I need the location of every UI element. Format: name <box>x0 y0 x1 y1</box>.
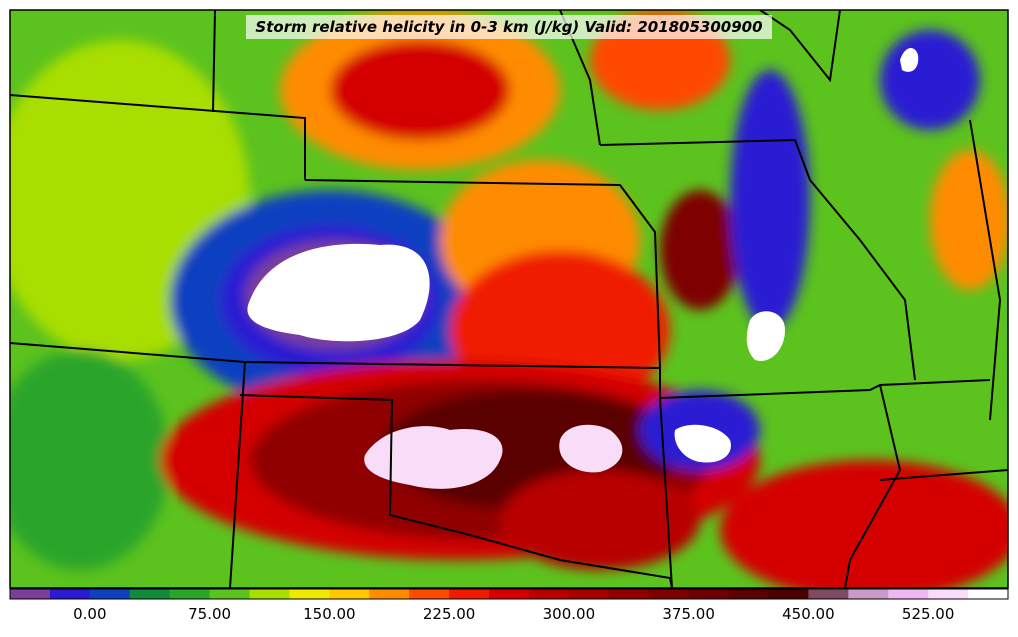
colorbar-segment <box>968 589 1009 599</box>
colorbar-tick-label: 225.00 <box>423 605 476 623</box>
map-title: Storm relative helicity in 0-3 km (J/kg)… <box>255 18 762 36</box>
colorbar-frame <box>9 588 1009 600</box>
helicity-field <box>10 10 1008 588</box>
colorbar-segment <box>49 589 91 599</box>
colorbar-segment <box>688 589 730 599</box>
colorbar-tick-label: 300.00 <box>543 605 596 623</box>
colorbar-segment <box>449 589 490 599</box>
colorbar-segment <box>648 589 690 599</box>
colorbar-segment <box>209 589 251 599</box>
colorbar-segment <box>10 589 51 599</box>
colorbar-tick-label: 0.00 <box>73 605 106 623</box>
colorbar-segment <box>768 589 809 599</box>
colorbar-segment <box>249 589 290 599</box>
colorbar-segment <box>289 589 330 599</box>
colorbar-tick-label: 525.00 <box>902 605 955 623</box>
colorbar-segment <box>928 589 969 599</box>
colorbar-tick-label: 75.00 <box>188 605 231 623</box>
colorbar-segment <box>568 589 610 599</box>
colorbar-segment <box>808 589 849 599</box>
colorbar-segment <box>169 589 211 599</box>
colorbar-segment <box>409 589 450 599</box>
colorbar-segment <box>369 589 410 599</box>
colorbar-segment <box>728 589 769 599</box>
colorbar-segment <box>489 589 530 599</box>
colorbar-segment <box>89 589 131 599</box>
map-frame <box>9 9 1009 589</box>
colorbar-segment <box>528 589 570 599</box>
colorbar: 0.00 75.00 150.00 225.00 300.00 375.00 450.00 5… <box>9 588 1009 623</box>
colorbar-segment <box>608 589 650 599</box>
colorbar-tick-label: 450.00 <box>782 605 835 623</box>
colorbar-tick-label: 375.00 <box>662 605 715 623</box>
colorbar-segment <box>329 589 370 599</box>
colorbar-segment <box>129 589 171 599</box>
colorbar-segment <box>848 589 889 599</box>
colorbar-segment <box>888 589 929 599</box>
colorbar-tick-label: 150.00 <box>303 605 356 623</box>
title-box <box>246 15 772 39</box>
